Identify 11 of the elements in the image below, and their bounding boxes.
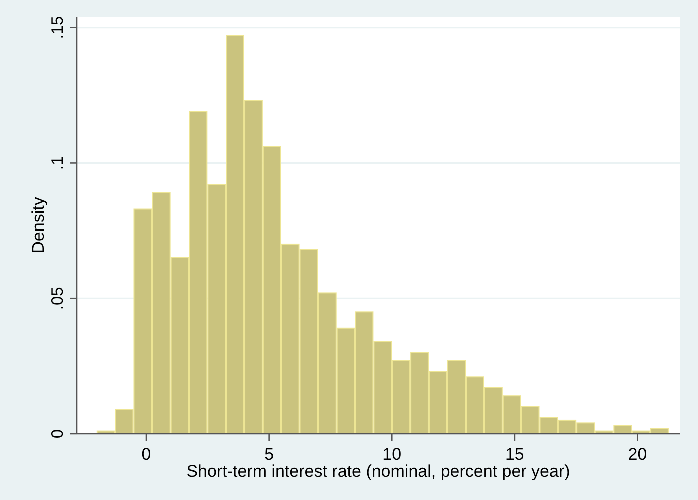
y-axis-title: Density: [29, 196, 48, 254]
x-tick-label: 20: [628, 445, 648, 464]
y-tick-label: .05: [49, 287, 67, 310]
x-tick-label: 5: [264, 445, 274, 464]
x-tick-label: 10: [382, 445, 402, 464]
x-tick-label: 0: [142, 445, 152, 464]
y-tick-label: 0: [49, 429, 67, 439]
x-tick-label: 15: [505, 445, 524, 464]
x-axis-title: Short-term interest rate (nominal, percent per year): [186, 462, 570, 481]
y-tick-label: .1: [49, 156, 67, 170]
y-tick-label: .15: [49, 16, 67, 40]
